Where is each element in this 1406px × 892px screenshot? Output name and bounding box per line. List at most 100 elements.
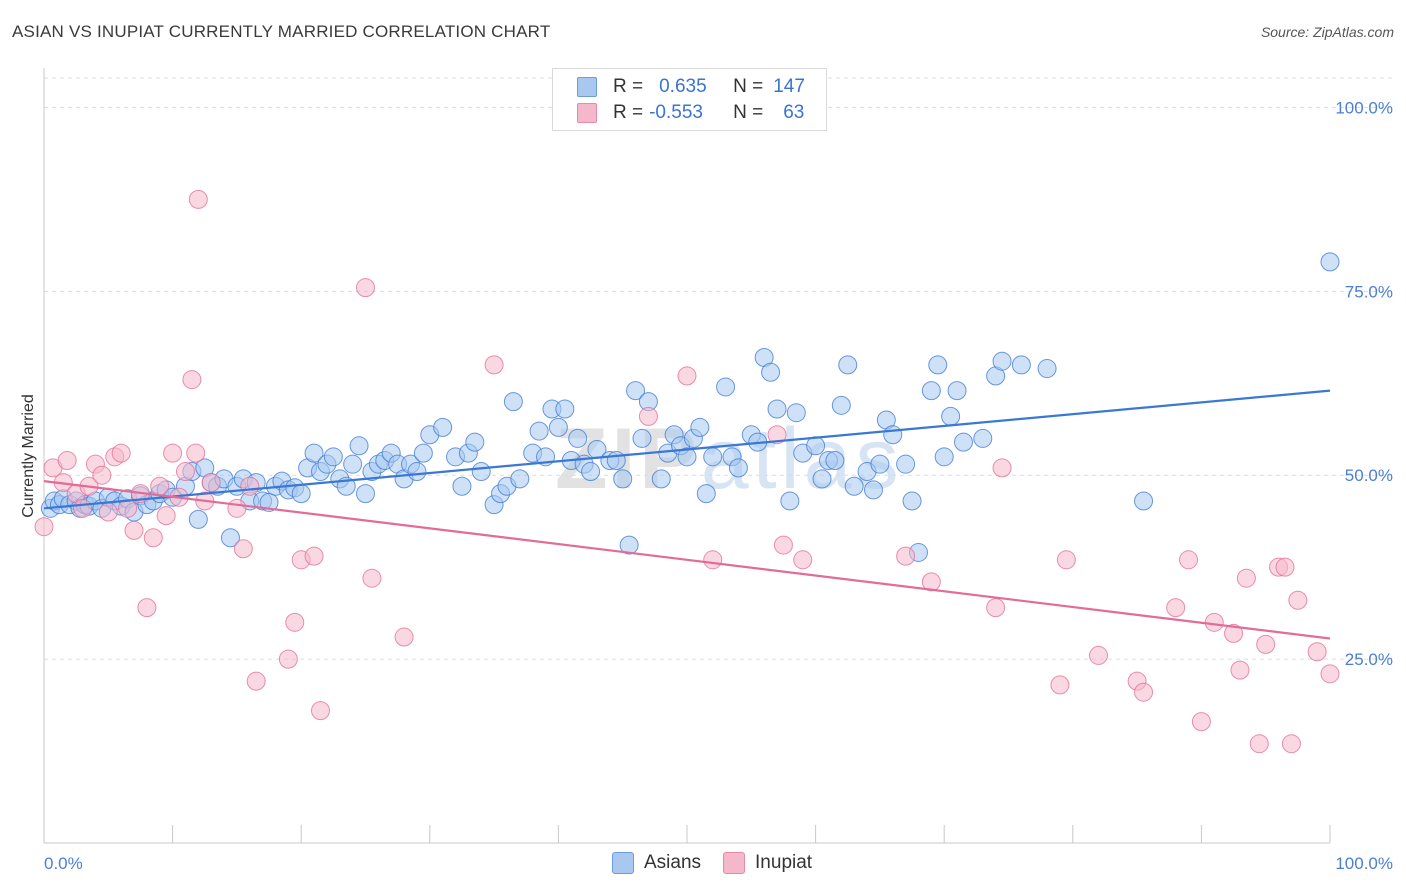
bottom-legend-swatch-asians xyxy=(612,852,634,874)
source-label: Source: ZipAtlas.com xyxy=(1260,24,1394,40)
point-asians xyxy=(555,399,575,419)
point-asians xyxy=(928,355,948,375)
point-inupiat xyxy=(1281,734,1301,754)
point-asians xyxy=(356,484,375,504)
point-asians xyxy=(838,355,858,375)
point-asians xyxy=(188,509,208,529)
point-inupiat xyxy=(356,278,375,298)
point-inupiat xyxy=(285,612,305,632)
point-inupiat xyxy=(34,517,54,537)
point-inupiat xyxy=(677,366,697,386)
y-tick-label: 100.0% xyxy=(1335,98,1393,117)
legend-n-value: 147 xyxy=(773,76,805,97)
point-asians xyxy=(953,432,973,452)
point-asians xyxy=(619,535,639,555)
point-asians xyxy=(761,362,781,382)
y-tick-label: 75.0% xyxy=(1345,282,1393,301)
point-inupiat xyxy=(921,572,941,592)
point-asians xyxy=(902,491,922,511)
chart-title: ASIAN VS INUPIAT CURRENTLY MARRIED CORRE… xyxy=(12,22,551,41)
point-asians xyxy=(696,484,716,504)
point-inupiat xyxy=(118,498,138,518)
point-inupiat xyxy=(484,355,504,375)
legend-r-value: -0.553 xyxy=(649,102,703,123)
point-asians xyxy=(716,377,736,397)
point-asians xyxy=(413,443,433,463)
point-inupiat xyxy=(1179,550,1199,570)
point-inupiat xyxy=(124,520,144,540)
point-asians xyxy=(1037,359,1057,379)
point-inupiat xyxy=(703,550,723,570)
point-asians xyxy=(548,417,568,437)
point-asians xyxy=(703,447,723,467)
point-inupiat xyxy=(1224,623,1244,643)
point-asians xyxy=(407,462,427,482)
point-asians xyxy=(510,469,530,489)
point-asians xyxy=(831,395,851,415)
y-tick-label: 50.0% xyxy=(1345,466,1393,485)
point-asians xyxy=(349,436,369,456)
point-asians xyxy=(728,458,748,478)
point-inupiat xyxy=(175,462,195,482)
point-inupiat xyxy=(57,451,77,470)
point-inupiat xyxy=(638,406,658,426)
point-inupiat xyxy=(1320,664,1340,684)
point-inupiat xyxy=(240,476,260,496)
point-inupiat xyxy=(362,568,382,588)
point-asians xyxy=(651,469,671,489)
point-asians xyxy=(767,399,787,419)
point-asians xyxy=(690,417,710,437)
bottom-legend-asians: Asians xyxy=(612,852,701,874)
legend-n-label: N = xyxy=(733,76,764,97)
legend-swatch-inupiat xyxy=(577,103,597,123)
point-inupiat xyxy=(73,498,93,518)
point-inupiat xyxy=(767,425,787,445)
y-tick-label: 25.0% xyxy=(1345,650,1393,669)
point-asians xyxy=(870,454,890,474)
point-asians xyxy=(992,351,1012,371)
point-asians xyxy=(825,451,845,470)
point-asians xyxy=(973,428,993,448)
point-asians xyxy=(934,447,954,467)
point-inupiat xyxy=(773,535,793,555)
point-asians xyxy=(780,491,800,511)
legend-row-inupiat: R = -0.553 N = 63 xyxy=(577,101,804,125)
point-asians xyxy=(323,447,343,467)
bottom-legend-inupiat: Inupiat xyxy=(723,852,812,874)
point-asians xyxy=(529,421,549,441)
point-inupiat xyxy=(201,473,221,493)
point-asians xyxy=(812,469,832,489)
point-inupiat xyxy=(156,506,176,526)
bottom-legend-label-asians: Asians xyxy=(644,852,702,873)
point-asians xyxy=(806,436,826,456)
point-asians xyxy=(291,484,311,504)
point-inupiat xyxy=(1256,634,1276,654)
point-inupiat xyxy=(111,443,131,463)
point-inupiat xyxy=(793,550,813,570)
point-inupiat xyxy=(92,465,112,485)
point-inupiat xyxy=(150,476,170,496)
point-inupiat xyxy=(1288,590,1308,610)
legend-row-asians: R = 0.635 N = 147 xyxy=(577,75,805,99)
point-asians xyxy=(941,406,961,426)
point-inupiat xyxy=(278,649,298,669)
point-asians xyxy=(786,403,806,423)
point-asians xyxy=(883,425,903,445)
point-inupiat xyxy=(1089,645,1109,665)
point-asians xyxy=(844,476,864,496)
legend-n-label: N = xyxy=(733,102,764,123)
point-inupiat xyxy=(137,598,157,618)
point-asians xyxy=(1320,252,1340,272)
point-inupiat xyxy=(1050,675,1070,695)
point-inupiat xyxy=(1236,568,1256,588)
point-inupiat xyxy=(1166,598,1186,618)
point-inupiat xyxy=(143,528,163,548)
point-inupiat xyxy=(1275,557,1295,577)
point-inupiat xyxy=(1134,682,1154,702)
point-inupiat xyxy=(227,498,247,518)
point-asians xyxy=(471,462,491,482)
point-asians xyxy=(465,432,485,452)
point-asians xyxy=(581,462,601,482)
point-inupiat xyxy=(98,502,118,522)
bottom-legend-swatch-inupiat xyxy=(723,852,746,874)
